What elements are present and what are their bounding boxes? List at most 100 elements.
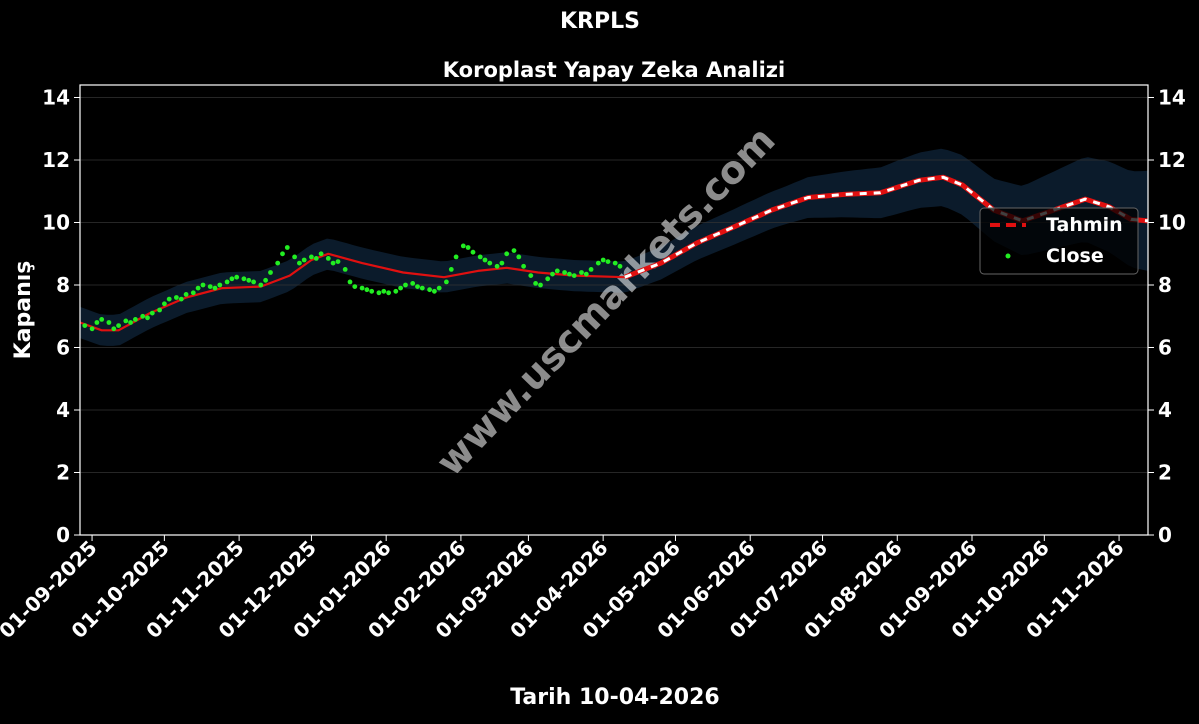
close-point: [364, 287, 370, 293]
close-point: [89, 326, 95, 332]
close-point: [313, 256, 319, 261]
close-point: [195, 285, 201, 291]
y-tick-label-right: 4: [1158, 398, 1172, 422]
close-point: [166, 296, 172, 302]
close-point: [415, 284, 420, 289]
close-point: [487, 260, 493, 266]
close-point: [369, 288, 375, 294]
close-point: [301, 257, 307, 263]
close-point: [386, 290, 391, 296]
y-tick-label-right: 10: [1158, 211, 1186, 235]
close-point: [504, 251, 510, 257]
close-point: [583, 271, 589, 277]
legend-close-swatch: [1005, 253, 1011, 259]
close-point: [229, 276, 235, 282]
close-point: [190, 290, 196, 296]
close-point: [217, 282, 223, 288]
close-point: [284, 245, 290, 250]
close-point: [528, 273, 534, 278]
close-point: [444, 279, 449, 285]
close-point: [200, 282, 206, 288]
close-point: [145, 315, 150, 321]
close-point: [292, 254, 297, 260]
y-tick-label: 8: [56, 273, 70, 297]
close-point: [157, 307, 163, 313]
close-point: [347, 279, 353, 285]
close-point: [393, 288, 399, 294]
close-point: [612, 260, 618, 266]
close-point: [419, 285, 425, 291]
close-point: [174, 295, 179, 300]
plot-frame: [79, 84, 1149, 536]
close-point: [128, 320, 134, 325]
close-point: [280, 251, 285, 257]
close-point: [465, 245, 471, 250]
close-point: [494, 263, 500, 269]
close-point: [516, 254, 522, 260]
legend: Tahmin Close: [979, 207, 1139, 275]
close-point: [99, 317, 105, 322]
close-point: [448, 267, 454, 272]
y-tick-label: 14: [42, 86, 70, 110]
close-point: [212, 285, 218, 291]
close-point: [376, 290, 382, 296]
y-tick-label: 10: [42, 211, 70, 235]
y-tick-label-right: 6: [1158, 336, 1172, 360]
close-point: [359, 285, 365, 291]
close-point: [123, 318, 129, 324]
y-tick-label-right: 0: [1158, 523, 1172, 547]
close-point: [133, 317, 138, 322]
close-points: [82, 243, 623, 332]
y-tick-label: 12: [42, 148, 70, 172]
close-point: [263, 277, 268, 283]
close-point: [410, 281, 416, 286]
y-tick-label: 2: [56, 461, 70, 485]
y-tick-label-right: 2: [1158, 461, 1172, 485]
close-point: [545, 276, 551, 282]
chart-suptitle: KRPLS: [560, 9, 640, 34]
close-point: [234, 274, 240, 280]
close-point: [275, 260, 281, 266]
close-point: [403, 282, 408, 288]
close-point: [325, 256, 331, 261]
close-point: [178, 296, 184, 302]
close-point: [309, 254, 314, 260]
close-point: [550, 271, 555, 277]
legend-tahmin-label: Tahmin: [1046, 214, 1123, 236]
close-point: [352, 284, 358, 289]
close-point: [595, 260, 601, 266]
close-point: [571, 273, 577, 278]
legend-box: [979, 207, 1139, 275]
close-point: [246, 277, 252, 283]
close-point: [342, 267, 348, 272]
close-point: [600, 257, 606, 263]
close-point: [149, 310, 155, 316]
close-point: [335, 259, 341, 264]
close-point: [538, 282, 543, 288]
close-point: [432, 288, 437, 294]
close-point: [268, 270, 273, 275]
close-point: [588, 267, 594, 272]
close-point: [140, 313, 146, 319]
close-point: [470, 249, 476, 255]
close-point: [381, 288, 387, 294]
close-point: [460, 243, 466, 249]
close-point: [521, 263, 526, 269]
close-point: [82, 323, 88, 328]
close-point: [251, 279, 256, 285]
close-point: [533, 281, 538, 286]
close-point: [562, 270, 567, 275]
close-point: [567, 271, 572, 277]
close-point: [511, 248, 517, 254]
close-point: [579, 270, 584, 275]
y-tick-label-right: 14: [1158, 86, 1186, 110]
close-point: [241, 276, 247, 282]
close-point: [111, 326, 117, 332]
close-point: [258, 282, 264, 288]
y-axis-label: Kapanış: [11, 261, 36, 360]
close-point: [94, 320, 100, 325]
y-tick-label: 0: [56, 523, 70, 547]
close-point: [482, 257, 488, 263]
y-tick-label: 6: [56, 336, 70, 360]
